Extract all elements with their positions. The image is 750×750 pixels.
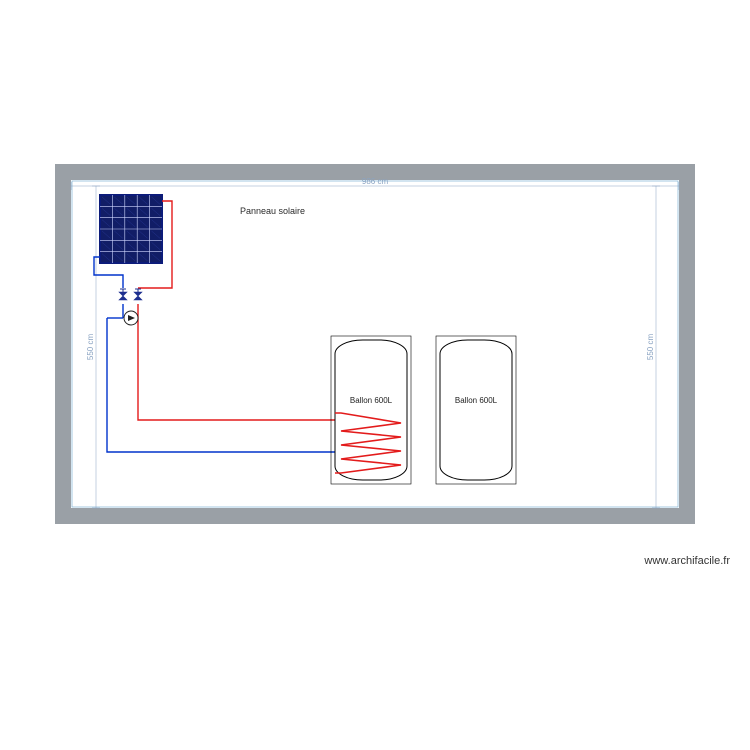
floorplan-svg: 986 cm 550 cm 550 cm Panneau solaire Ballon … [0,0,750,750]
water-tank: Ballon 600L [331,336,411,484]
source-link[interactable]: www.archifacile.fr [644,555,730,567]
tank-label: Ballon 600L [350,396,393,405]
tank-label: Ballon 600L [455,396,498,405]
dim-label: 986 cm [362,177,389,186]
diagram-canvas: 986 cm 550 cm 550 cm Panneau solaire Ballon … [0,0,750,750]
solar-panel-label: Panneau solaire [240,206,305,216]
dim-label: 550 cm [646,334,655,361]
dim-label: 550 cm [86,334,95,361]
water-tank: Ballon 600L [436,336,516,484]
